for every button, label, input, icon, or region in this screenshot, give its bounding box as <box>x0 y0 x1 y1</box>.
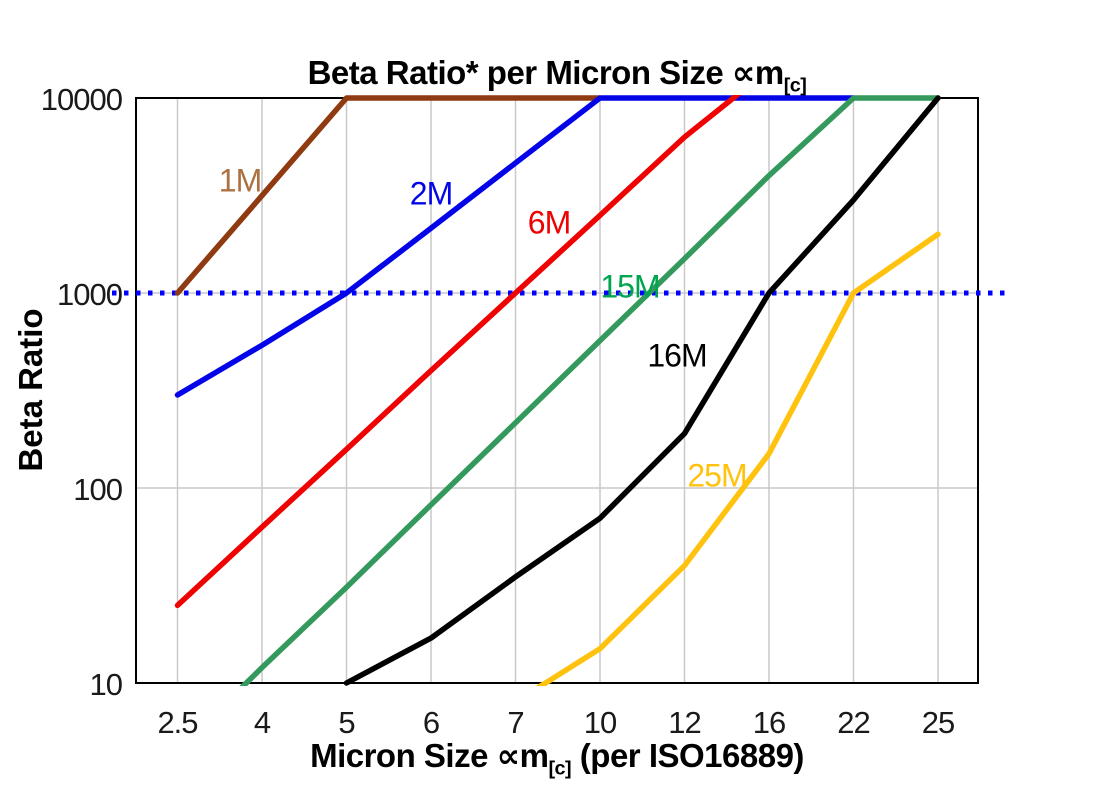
series-line-15M <box>239 95 941 686</box>
x-tick-label: 25 <box>921 705 955 740</box>
x-tick-label: 12 <box>668 705 701 740</box>
x-tick-label: 10 <box>583 705 617 740</box>
x-tick-label: 7 <box>507 705 524 740</box>
y-tick-label: 100 <box>73 472 123 507</box>
x-axis-title-suffix: (per ISO16889) <box>571 737 805 774</box>
series-label-1M: 1M <box>218 162 262 199</box>
chart-title-subscript: [c] <box>783 74 807 97</box>
x-tick-label: 16 <box>752 705 786 740</box>
series-line-25M <box>535 231 941 686</box>
series-line-6M <box>174 95 742 609</box>
x-tick-label: 2.5 <box>157 705 198 740</box>
x-axis-title-text: Micron Size ∝m <box>310 737 549 774</box>
y-tick-label: 1000 <box>57 277 123 312</box>
y-tick-label: 10000 <box>40 82 123 117</box>
series-line-2M <box>174 95 857 398</box>
x-axis-title: Micron Size ∝m[c] (per ISO16889) <box>136 736 978 778</box>
x-tick-label: 22 <box>837 705 870 740</box>
x-tick-label: 5 <box>338 705 355 740</box>
chart-title-text: Beta Ratio* per Micron Size ∝m <box>307 54 785 91</box>
series-line-16M <box>343 95 941 686</box>
series-label-16M: 16M <box>647 337 707 374</box>
x-tick-label: 4 <box>253 705 271 740</box>
series-line-1M <box>174 95 603 296</box>
series-label-6M: 6M <box>527 204 571 241</box>
series-label-25M: 25M <box>687 457 747 494</box>
chart-title: Beta Ratio* per Micron Size ∝m[c] <box>136 53 978 95</box>
x-tick-label: 6 <box>422 705 440 740</box>
series-label-15M: 15M <box>600 268 660 305</box>
x-axis-title-subscript: [c] <box>548 757 572 780</box>
y-tick-label: 10 <box>89 667 123 702</box>
series-label-2M: 2M <box>409 175 453 212</box>
